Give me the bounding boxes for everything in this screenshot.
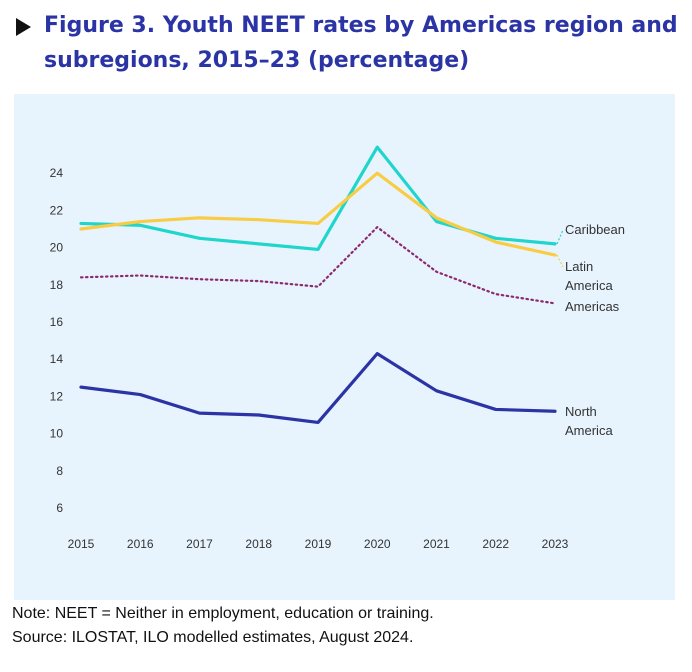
label-leader-caribbean xyxy=(556,229,564,245)
x-tick-label: 2023 xyxy=(542,537,569,551)
y-tick-label: 6 xyxy=(56,501,63,515)
y-tick-label: 18 xyxy=(50,278,64,292)
series-label-north-america: North America xyxy=(565,404,613,438)
chart-panel: 6 8 10 12 14 16 18 20 22 24 2015 2016 2017 2018 2019 20… xyxy=(14,94,675,600)
x-tick-label: 2020 xyxy=(364,537,391,551)
x-tick-label: 2018 xyxy=(245,537,272,551)
y-tick-label: 20 xyxy=(50,241,64,255)
y-tick-label: 22 xyxy=(50,203,64,217)
x-tick-label: 2019 xyxy=(305,537,332,551)
y-tick-label: 14 xyxy=(50,352,64,366)
label-leader-latin-america xyxy=(556,254,564,268)
series-label-caribbean: Caribbean xyxy=(565,222,625,237)
y-tick-label: 10 xyxy=(50,427,64,441)
series-label-latin-america: Latin America xyxy=(565,259,613,293)
note-text: Note: NEET = Neither in employment, educ… xyxy=(12,605,434,622)
source-text: Source: ILOSTAT, ILO modelled estimates,… xyxy=(12,629,414,646)
figure-notes: Note: NEET = Neither in employment, educ… xyxy=(12,602,682,650)
x-tick-label: 2017 xyxy=(186,537,213,551)
series-line-latin-america xyxy=(79,171,557,257)
x-tick-label: 2021 xyxy=(423,537,450,551)
figure-title: Figure 3. Youth NEET rates by Americas r… xyxy=(44,13,678,73)
x-tick-label: 2015 xyxy=(68,537,95,551)
y-tick-label: 12 xyxy=(50,389,64,403)
series-line-caribbean xyxy=(79,145,557,252)
play-arrow-icon xyxy=(16,18,31,36)
series-label-americas: Americas xyxy=(565,299,620,314)
y-tick-label: 24 xyxy=(50,166,64,180)
series-line-americas xyxy=(79,226,557,305)
x-tick-label: 2022 xyxy=(482,537,509,551)
series-line-north-america xyxy=(79,352,557,425)
y-tick-label: 8 xyxy=(56,464,63,478)
y-tick-label: 16 xyxy=(50,315,64,329)
x-tick-label: 2016 xyxy=(127,537,154,551)
